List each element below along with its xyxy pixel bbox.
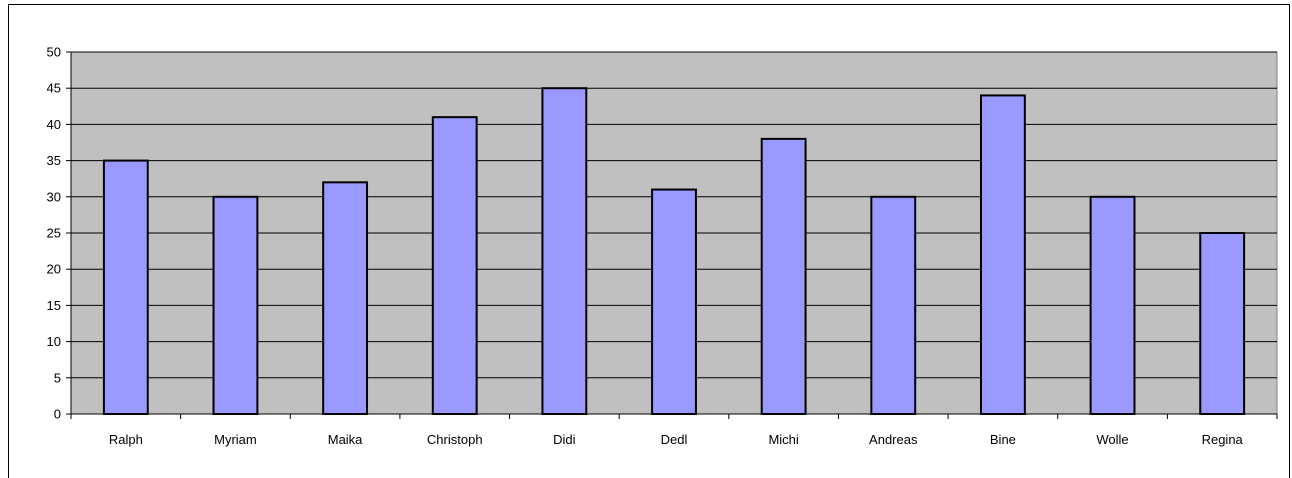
y-tick-label: 25 [47,226,61,241]
y-tick-label: 50 [47,45,61,60]
y-tick-label: 40 [47,117,61,132]
x-tick-label: Andreas [869,432,918,447]
y-tick-label: 30 [47,189,61,204]
x-tick-label: Maika [328,432,363,447]
y-tick-label: 20 [47,262,61,277]
y-tick-label: 45 [47,81,61,96]
y-tick-label: 5 [54,370,61,385]
bar-christoph [431,116,478,415]
y-tick-label: 10 [47,334,61,349]
y-tick-label: 35 [47,153,61,168]
x-tick-label: Myriam [214,432,257,447]
bar-wolle [1089,195,1136,415]
x-tick-label: Wolle [1096,432,1128,447]
bar-michi [760,137,807,415]
bar-myriam [212,195,259,415]
bar-regina [1199,232,1246,415]
bar-didi [541,87,588,415]
x-tick-label: Christoph [427,432,483,447]
bar-maika [322,181,369,415]
y-tick-labels: 0 5 10 15 20 25 30 35 40 45 50 [47,45,61,422]
bar-bine [979,94,1026,415]
bar-ralph [102,159,149,415]
bar-andreas [870,195,917,415]
bar-dedl [651,188,697,415]
x-tick-label: Ralph [109,432,143,447]
x-tick-label: Bine [990,432,1016,447]
x-tick-label: Michi [768,432,798,447]
y-tick-label: 15 [47,298,61,313]
axes [66,51,1278,419]
y-tick-label: 0 [54,407,61,422]
bars [102,87,1246,415]
x-tick-labels: Ralph Myriam Maika Christoph Didi Dedl Michi An… [109,432,1244,447]
x-tick-label: Dedl [661,432,688,447]
x-tick-label: Regina [1202,432,1244,447]
x-tick-label: Didi [553,432,576,447]
